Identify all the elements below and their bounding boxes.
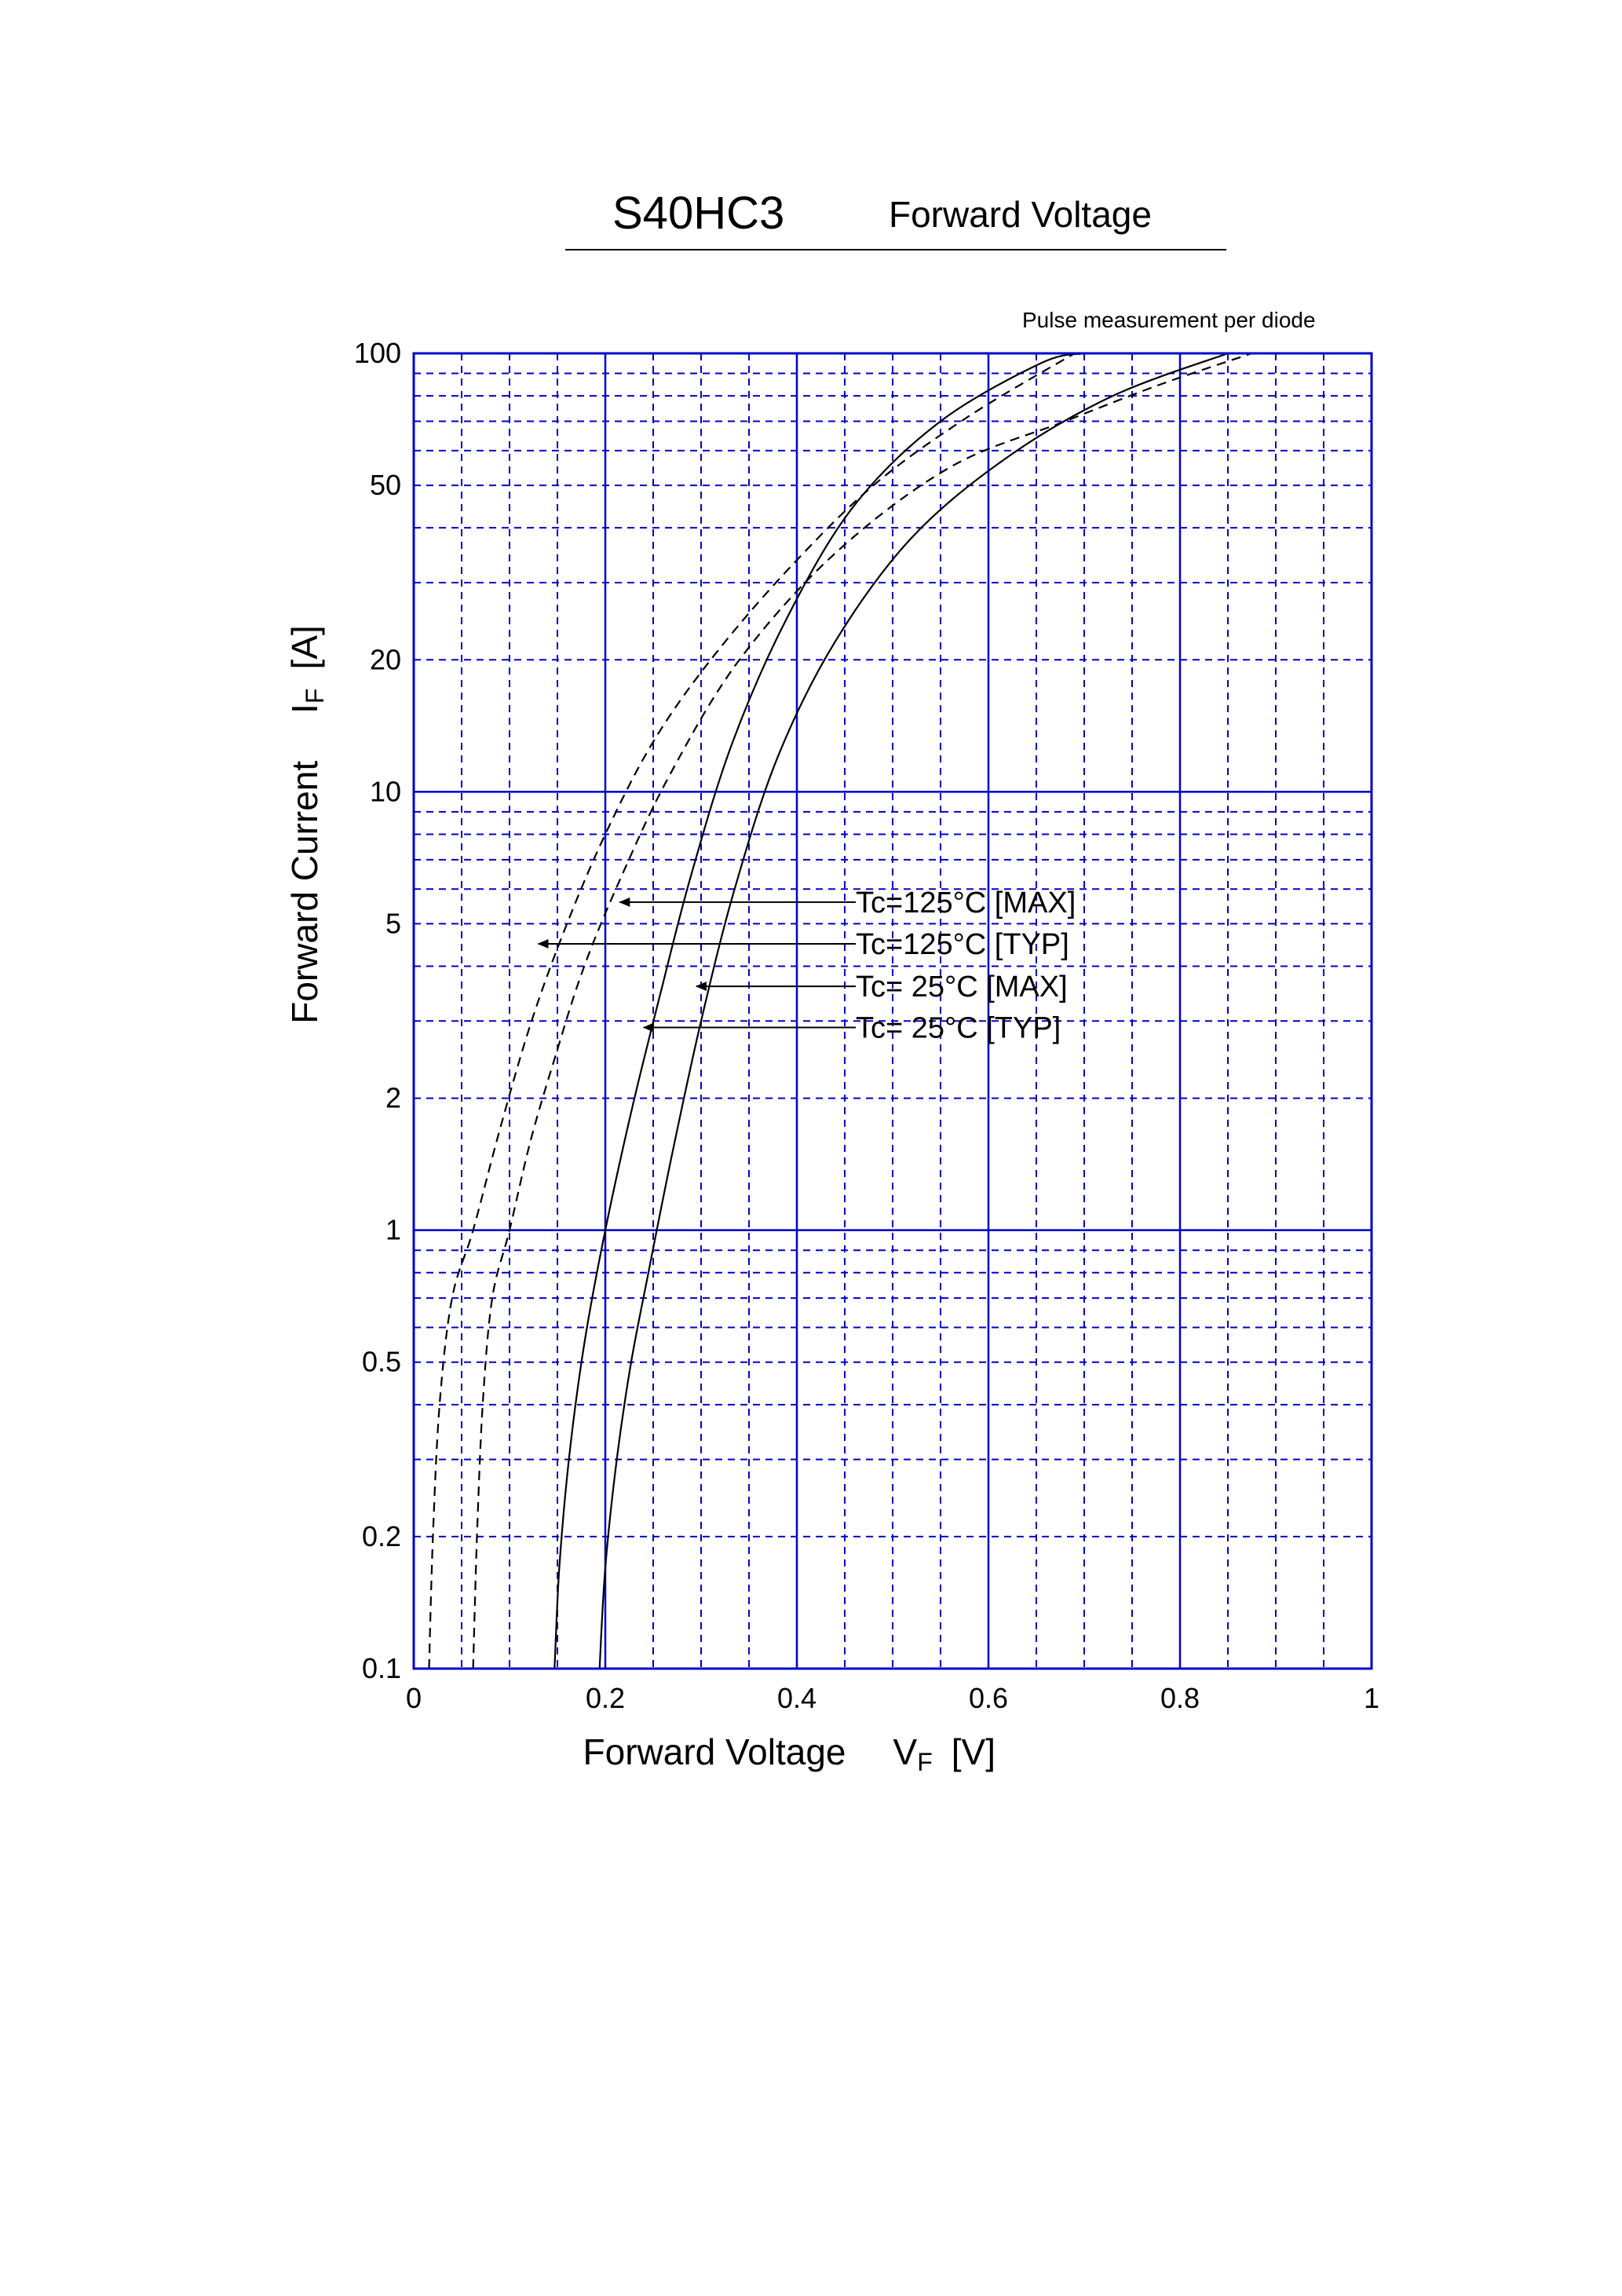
x-tick-label: 1: [1364, 1682, 1379, 1714]
x-axis-subscript: F: [917, 1748, 933, 1776]
x-axis-unit: [V]: [952, 1731, 995, 1772]
x-tick-label: 0.2: [586, 1682, 625, 1714]
x-tick-label: 0.4: [777, 1682, 816, 1714]
series-line: [428, 353, 1076, 1669]
y-tick-label: 20: [370, 643, 401, 675]
x-axis-label-main: Forward Voltage: [583, 1731, 846, 1772]
x-tick-label: 0: [406, 1682, 422, 1714]
series-line: [472, 352, 1252, 1669]
x-tick-label: 0.6: [969, 1682, 1008, 1714]
plot-frame: [412, 352, 1373, 1670]
x-axis-label: Forward Voltage VF [V]: [583, 1731, 995, 1776]
y-tick-label: 0.1: [362, 1652, 401, 1684]
y-tick-label: 50: [370, 469, 401, 501]
grid: [414, 353, 1372, 1669]
tick-labels: 0 0.2 0.4 0.6 0.8 1 0.1 0.2 0.5 1 2 5 10 20 50 100: [354, 337, 1379, 1714]
series-label: Tc=125°C [MAX]: [856, 887, 1076, 919]
series-label: Tc= 25°C [TYP]: [856, 1011, 1061, 1044]
y-axis-symbol: I: [284, 704, 325, 714]
y-tick-label: 5: [385, 907, 401, 939]
y-axis-label-main: Forward Current: [284, 761, 325, 1024]
y-tick-label: 10: [370, 775, 401, 807]
title-underline: [565, 249, 1226, 250]
annotations: Tc=125°C [MAX] Tc=125°C [TYP] Tc= 25°C [MA…: [537, 887, 1076, 1044]
y-axis-label: Forward Current IF [A]: [284, 625, 329, 1023]
series-line: [553, 352, 1085, 1669]
series-label: Tc=125°C [TYP]: [856, 928, 1069, 961]
series-line: [598, 352, 1229, 1669]
y-tick-label: 2: [385, 1082, 401, 1114]
y-tick-label: 0.2: [362, 1520, 401, 1552]
y-tick-label: 1: [385, 1214, 401, 1246]
measurement-note: Pulse measurement per diode: [1022, 308, 1316, 332]
y-tick-label: 100: [354, 337, 401, 369]
y-axis-unit: [A]: [284, 625, 325, 669]
chart-title: Forward Voltage: [889, 194, 1152, 235]
part-number: S40HC3: [612, 188, 785, 239]
curves: [428, 352, 1252, 1669]
series-label: Tc= 25°C [MAX]: [856, 971, 1068, 1004]
y-tick-label: 0.5: [362, 1346, 401, 1378]
x-axis-symbol: V: [893, 1731, 918, 1772]
x-tick-label: 0.8: [1160, 1682, 1200, 1714]
y-axis-subscript: F: [301, 689, 329, 704]
